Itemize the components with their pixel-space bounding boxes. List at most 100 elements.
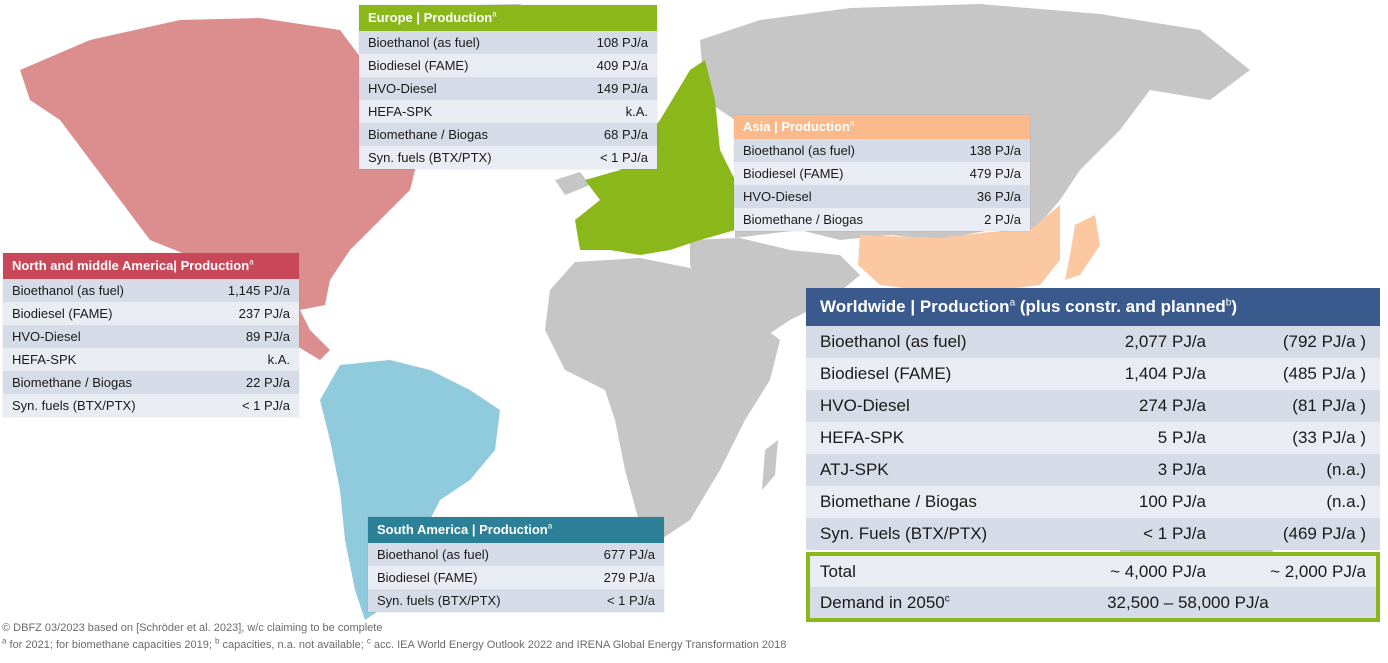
south-america-panel: South America | Productiona Bioethanol (… xyxy=(368,517,664,612)
europe-rows: Bioethanol (as fuel) 108 PJ/a Biodiesel (… xyxy=(359,31,657,169)
north-america-title-sup: a xyxy=(249,257,254,267)
row-value: < 1 PJ/a xyxy=(599,150,648,165)
row-value: 5 PJ/a xyxy=(1157,428,1206,447)
asia-row: HVO-Diesel 36 PJ/a xyxy=(734,185,1030,208)
row-label: Biodiesel (FAME) xyxy=(820,364,952,383)
row-value: < 1 PJ/a xyxy=(1143,524,1206,543)
europe-row: Biodiesel (FAME) 409 PJ/a xyxy=(359,54,657,77)
worldwide-row: HEFA-SPK 5 PJ/a (33 PJ/a ) xyxy=(806,422,1380,454)
row-value: 237 PJ/a xyxy=(238,306,290,321)
row-value: 68 PJ/a xyxy=(603,127,648,142)
worldwide-title-sup-a: a xyxy=(1009,297,1016,309)
row-label: Biomethane / Biogas xyxy=(820,492,977,511)
row-planned: (792 PJ/a ) xyxy=(1282,332,1366,351)
row-planned: (469 PJ/a ) xyxy=(1282,524,1366,543)
total-row: Total ~ 4,000 PJ/a ~ 2,000 PJ/a xyxy=(810,556,1376,587)
explanatory-footnote: a for 2021; for biomethane capacities 20… xyxy=(2,636,786,651)
north-america-row: Biodiesel (FAME) 237 PJ/a xyxy=(3,302,299,325)
row-label: Bioethanol (as fuel) xyxy=(743,143,856,158)
africa-region xyxy=(545,258,780,540)
worldwide-row: Bioethanol (as fuel) 2,077 PJ/a (792 PJ/a … xyxy=(806,326,1380,358)
row-label: Syn. fuels (BTX/PTX) xyxy=(377,593,501,608)
row-label: Biomethane / Biogas xyxy=(12,375,132,390)
footnote-text-a: for 2021; for biomethane capacities 2019… xyxy=(6,639,215,651)
row-label: Biodiesel (FAME) xyxy=(12,306,113,321)
south-america-row: Bioethanol (as fuel) 677 PJ/a xyxy=(368,543,664,566)
row-value: 36 PJ/a xyxy=(976,189,1021,204)
footnote-sup-c: c xyxy=(366,636,371,646)
row-label: Bioethanol (as fuel) xyxy=(12,283,125,298)
row-value: 2 PJ/a xyxy=(984,212,1021,227)
row-value: 149 PJ/a xyxy=(596,81,648,96)
row-value: 1,145 PJ/a xyxy=(227,283,290,298)
row-planned: (n.a.) xyxy=(1326,492,1366,511)
worldwide-row: Biodiesel (FAME) 1,404 PJ/a (485 PJ/a ) xyxy=(806,358,1380,390)
row-value: 3 PJ/a xyxy=(1157,460,1206,479)
madagascar-region xyxy=(762,440,778,490)
asia-panel: Asia | Productiona Bioethanol (as fuel) 1… xyxy=(734,115,1030,231)
south-america-title-text: South America | Production xyxy=(377,522,548,537)
row-value: 2,077 PJ/a xyxy=(1124,332,1206,351)
demand-label-text: Demand in 2050 xyxy=(820,592,945,612)
north-america-row: HEFA-SPK k.A. xyxy=(3,348,299,371)
row-value: k.A. xyxy=(267,352,290,367)
row-label: Biodiesel (FAME) xyxy=(377,570,478,585)
demand-row: Demand in 2050c 32,500 – 58,000 PJ/a xyxy=(810,587,1376,618)
row-label: ATJ-SPK xyxy=(820,460,889,479)
total-value: ~ 4,000 PJ/a xyxy=(1110,561,1206,581)
row-value: 279 PJ/a xyxy=(603,570,655,585)
row-value: 138 PJ/a xyxy=(969,143,1021,158)
worldwide-title-c: ) xyxy=(1231,297,1237,316)
asia-title-text: Asia | Production xyxy=(743,119,850,134)
europe-row: Syn. fuels (BTX/PTX) < 1 PJ/a xyxy=(359,146,657,169)
footnote-sup-b: b xyxy=(214,636,220,646)
north-america-row: HVO-Diesel 89 PJ/a xyxy=(3,325,299,348)
total-label: Total xyxy=(820,561,856,581)
total-planned: ~ 2,000 PJ/a xyxy=(1270,561,1366,581)
row-label: Biomethane / Biogas xyxy=(743,212,863,227)
north-america-row: Syn. fuels (BTX/PTX) < 1 PJ/a xyxy=(3,394,299,417)
asia-row: Bioethanol (as fuel) 138 PJ/a xyxy=(734,139,1030,162)
row-planned: (33 PJ/a ) xyxy=(1292,428,1366,447)
europe-panel-title: Europe | Productiona xyxy=(359,5,657,31)
footnote-text-b: capacities, n.a. not available; xyxy=(219,639,367,651)
north-america-title-text: North and middle America| Production xyxy=(12,258,250,273)
europe-row: Biomethane / Biogas 68 PJ/a xyxy=(359,123,657,146)
row-label: HVO-Diesel xyxy=(368,81,437,96)
asia-row: Biodiesel (FAME) 479 PJ/a xyxy=(734,162,1030,185)
europe-row: Bioethanol (as fuel) 108 PJ/a xyxy=(359,31,657,54)
row-value: 274 PJ/a xyxy=(1138,396,1206,415)
row-label: Bioethanol (as fuel) xyxy=(368,35,481,50)
north-america-region xyxy=(20,18,420,310)
europe-title-sup: a xyxy=(492,9,497,19)
row-label: Biomethane / Biogas xyxy=(368,127,488,142)
row-value: 100 PJ/a xyxy=(1138,492,1206,511)
south-america-row: Syn. fuels (BTX/PTX) < 1 PJ/a xyxy=(368,589,664,612)
row-label: HEFA-SPK xyxy=(820,428,905,447)
europe-region xyxy=(575,60,740,255)
row-value: < 1 PJ/a xyxy=(606,593,655,608)
south-america-title-sup: a xyxy=(547,521,553,531)
south-america-rows: Bioethanol (as fuel) 677 PJ/a Biodiesel (… xyxy=(368,543,664,612)
japan-region xyxy=(1065,215,1100,280)
worldwide-row: Biomethane / Biogas 100 PJ/a (n.a.) xyxy=(806,486,1380,518)
worldwide-panel: Worldwide | Productiona (plus constr. an… xyxy=(806,288,1380,622)
worldwide-row: HVO-Diesel 274 PJ/a (81 PJ/a ) xyxy=(806,390,1380,422)
worldwide-title-b: (plus constr. and planned xyxy=(1015,297,1226,316)
north-america-panel: North and middle America| Productiona Bi… xyxy=(3,253,299,417)
row-value: 677 PJ/a xyxy=(603,547,655,562)
row-value: 1,404 PJ/a xyxy=(1124,364,1206,383)
row-value: 108 PJ/a xyxy=(596,35,648,50)
asia-row: Biomethane / Biogas 2 PJ/a xyxy=(734,208,1030,231)
europe-panel: Europe | Productiona Bioethanol (as fuel… xyxy=(359,5,657,169)
worldwide-row: ATJ-SPK 3 PJ/a (n.a.) xyxy=(806,454,1380,486)
source-footnote: © DBFZ 03/2023 based on [Schröder et al.… xyxy=(2,622,383,634)
worldwide-title-a: Worldwide | Production xyxy=(820,297,1010,316)
row-label: Syn. Fuels (BTX/PTX) xyxy=(820,524,988,543)
footnote-sup-a: a xyxy=(2,636,7,646)
row-label: HEFA-SPK xyxy=(368,104,433,119)
south-america-row: Biodiesel (FAME) 279 PJ/a xyxy=(368,566,664,589)
worldwide-title-sup-b: b xyxy=(1225,297,1232,309)
demand-label: Demand in 2050c xyxy=(820,593,950,613)
europe-row: HEFA-SPK k.A. xyxy=(359,100,657,123)
